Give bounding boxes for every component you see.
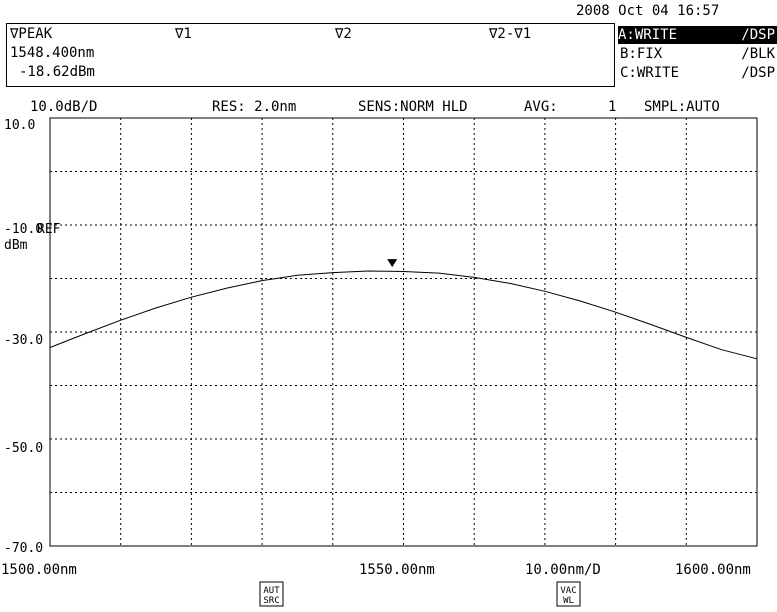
y-tick-label: -70.0 <box>4 541 43 556</box>
marker-diff-label: ∇2-∇1 <box>489 26 532 42</box>
trace-c-mode: C:WRITE <box>620 65 680 81</box>
peak-marker-triangle <box>387 259 398 268</box>
x-stop-label: 1600.00nm <box>675 562 751 578</box>
x-span-label: 10.00nm/D <box>525 562 601 578</box>
resolution-setting: RES: 2.0nm <box>212 99 297 115</box>
ref-label: REF <box>37 222 61 237</box>
svg-text:AUT: AUT <box>263 586 280 596</box>
trace-c-row[interactable]: C:WRITE /DSP <box>620 64 777 82</box>
trace-b-mode: B:FIX <box>620 46 663 62</box>
trace-a-mode: A:WRITE <box>618 27 678 43</box>
svg-text:WL: WL <box>563 596 574 606</box>
peak-wavelength: 1548.400nm <box>10 45 95 61</box>
marker-panel: ∇PEAK ∇1 ∇2 ∇2-∇1 1548.400nm -18.62dBm <box>6 23 615 87</box>
y-tick-label: 10.0 <box>4 118 35 133</box>
sensitivity-setting: SENS:NORM HLD <box>358 99 468 115</box>
marker-2-label: ∇2 <box>335 26 352 42</box>
svg-text:SRC: SRC <box>263 596 279 606</box>
average-value: 1 <box>608 99 617 115</box>
vacuum-wl-indicator: VAC WL <box>556 581 581 607</box>
peak-level: -18.62dBm <box>19 64 95 80</box>
auto-source-indicator: AUT SRC <box>259 581 284 607</box>
y-tick-label: -50.0 <box>4 441 43 456</box>
trace-c-display: /DSP <box>741 65 775 81</box>
trace-b-row[interactable]: B:FIX /BLK <box>620 45 777 63</box>
peak-marker-label: ∇PEAK <box>10 26 53 42</box>
scale-setting: 10.0dB/D <box>30 99 98 115</box>
trace-b-display: /BLK <box>741 46 775 62</box>
trace-panel: A:WRITE /DSP B:FIX /BLK C:WRITE /DSP <box>616 23 777 87</box>
x-start-label: 1500.00nm <box>1 562 77 578</box>
y-unit-label: dBm <box>4 238 28 253</box>
plot-grid <box>50 118 757 546</box>
settings-status-line: 10.0dB/D RES: 2.0nm SENS:NORM HLD AVG: 1… <box>0 100 777 116</box>
marker-1-label: ∇1 <box>175 26 192 42</box>
plot-frame <box>49 117 758 547</box>
x-center-label: 1550.00nm <box>359 562 435 578</box>
svg-text:VAC: VAC <box>560 586 576 596</box>
y-tick-label: -10.0 <box>4 222 43 237</box>
trace-a-row[interactable]: A:WRITE /DSP <box>618 26 777 44</box>
trace-a-display: /DSP <box>741 27 775 43</box>
y-tick-label: -30.0 <box>4 333 43 348</box>
date-time: 2008 Oct 04 16:57 <box>576 3 720 19</box>
average-label: AVG: <box>524 99 558 115</box>
spectrum-trace <box>49 270 758 360</box>
sampling-setting: SMPL:AUTO <box>644 99 720 115</box>
